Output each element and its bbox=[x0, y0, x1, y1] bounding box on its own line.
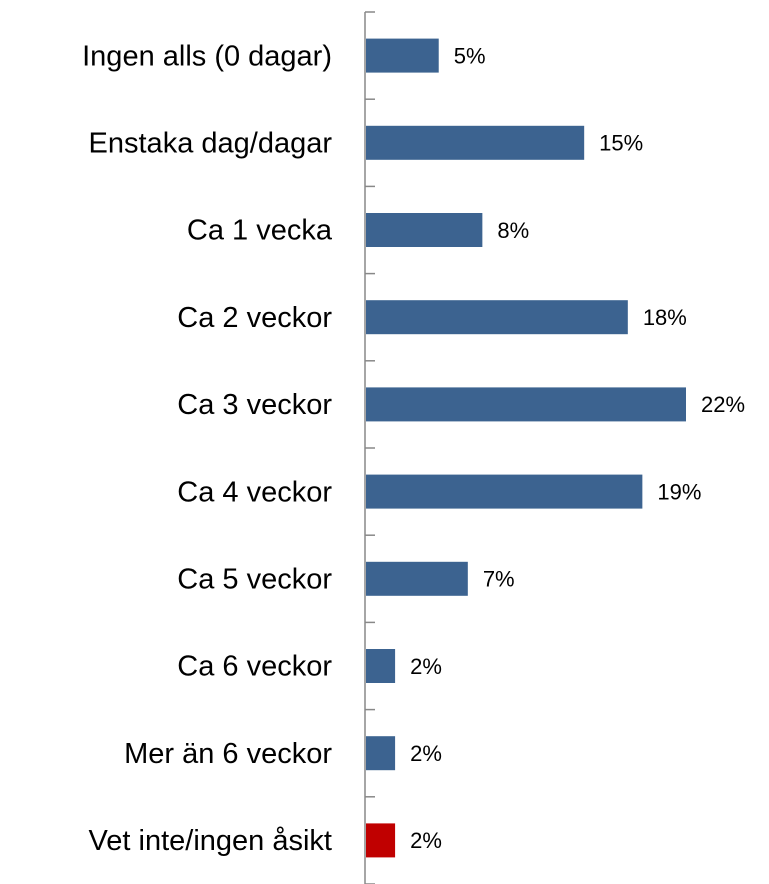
bar bbox=[366, 649, 396, 683]
bar bbox=[366, 561, 468, 596]
value-label: 18% bbox=[643, 305, 687, 330]
value-label: 19% bbox=[657, 479, 701, 504]
category-label: Ca 1 vecka bbox=[187, 215, 333, 247]
category-label: Ca 3 veckor bbox=[177, 389, 332, 421]
bar bbox=[366, 300, 628, 335]
category-label: Vet inte/ingen åsikt bbox=[89, 825, 332, 857]
category-label: Ingen alls (0 dagar) bbox=[82, 40, 332, 72]
bar bbox=[366, 474, 643, 509]
value-label: 7% bbox=[483, 567, 515, 592]
category-label: Mer än 6 veckor bbox=[124, 738, 332, 770]
value-label: 2% bbox=[410, 828, 442, 853]
bar bbox=[366, 213, 483, 247]
category-label: Ca 4 veckor bbox=[177, 476, 332, 508]
category-label: Ca 5 veckor bbox=[177, 563, 332, 595]
bar bbox=[366, 823, 396, 858]
bar bbox=[366, 736, 396, 771]
value-label: 2% bbox=[410, 741, 442, 766]
category-label: Ca 6 veckor bbox=[177, 651, 332, 683]
value-label: 22% bbox=[701, 392, 745, 417]
bar bbox=[366, 125, 585, 160]
category-label: Ca 2 veckor bbox=[177, 302, 332, 334]
bar bbox=[366, 387, 686, 422]
value-label: 2% bbox=[410, 654, 442, 679]
value-label: 15% bbox=[599, 131, 643, 156]
category-label: Enstaka dag/dagar bbox=[89, 127, 333, 159]
bar bbox=[366, 38, 439, 73]
value-label: 8% bbox=[497, 218, 529, 243]
value-label: 5% bbox=[454, 43, 486, 68]
